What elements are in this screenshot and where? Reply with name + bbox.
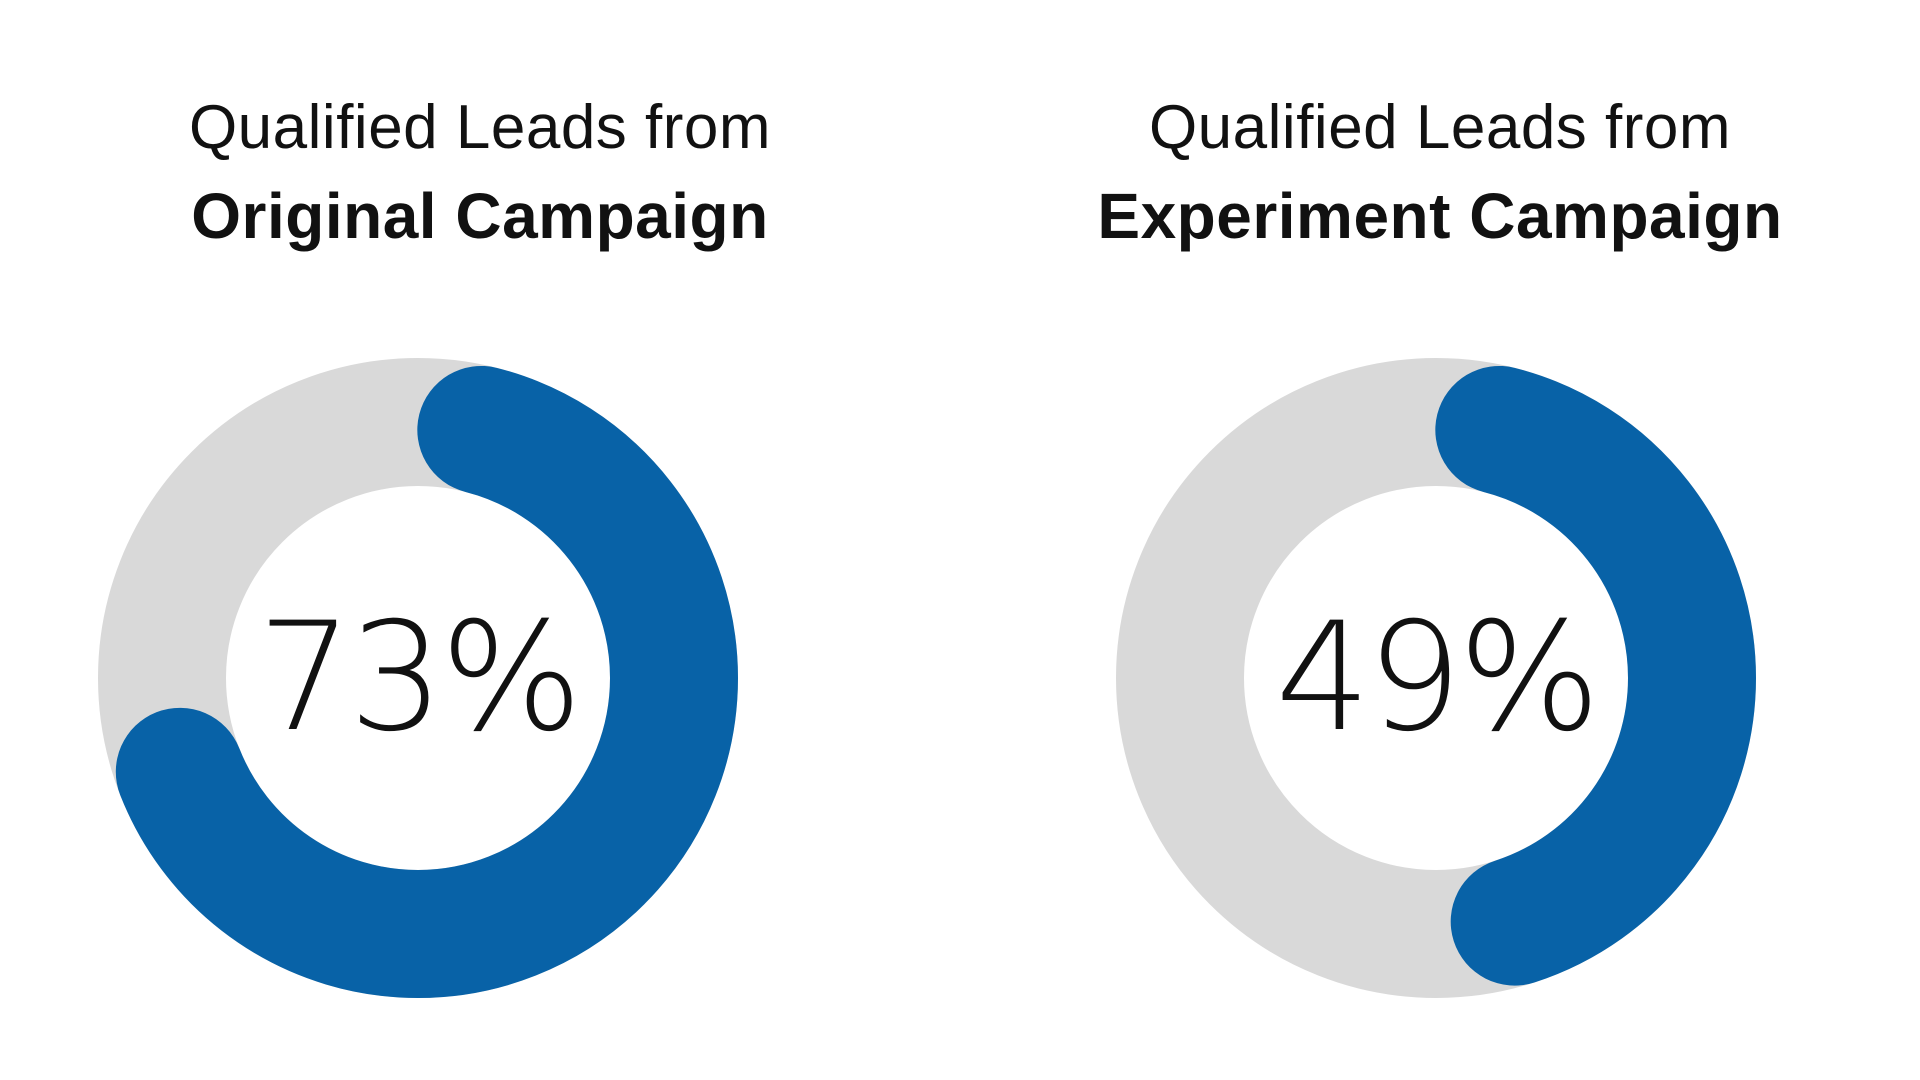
percentage-label: 49% — [1275, 591, 1600, 765]
chart-title-line2: Experiment Campaign — [1097, 180, 1783, 252]
donut-value-arc — [1116, 358, 1756, 998]
donut-chart-original: 73% — [98, 358, 738, 998]
chart-title: Qualified Leads from Original Campaign — [0, 88, 960, 264]
chart-title: Qualified Leads from Experiment Campaign — [960, 88, 1920, 264]
donut-svg — [1116, 358, 1756, 998]
chart-title-line1: Qualified Leads from — [1148, 93, 1732, 162]
donut-svg — [98, 358, 738, 998]
donut-value-arc — [98, 358, 738, 998]
chart-title-line1: Qualified Leads from — [188, 93, 772, 162]
chart-panel-original: Qualified Leads from Original Campaign 7… — [0, 88, 960, 998]
chart-title-line2: Original Campaign — [191, 180, 769, 252]
chart-panel-experiment: Qualified Leads from Experiment Campaign… — [960, 0, 1920, 1080]
donut-chart-experiment: 49% — [1116, 358, 1756, 998]
percentage-label: 73% — [257, 591, 582, 765]
